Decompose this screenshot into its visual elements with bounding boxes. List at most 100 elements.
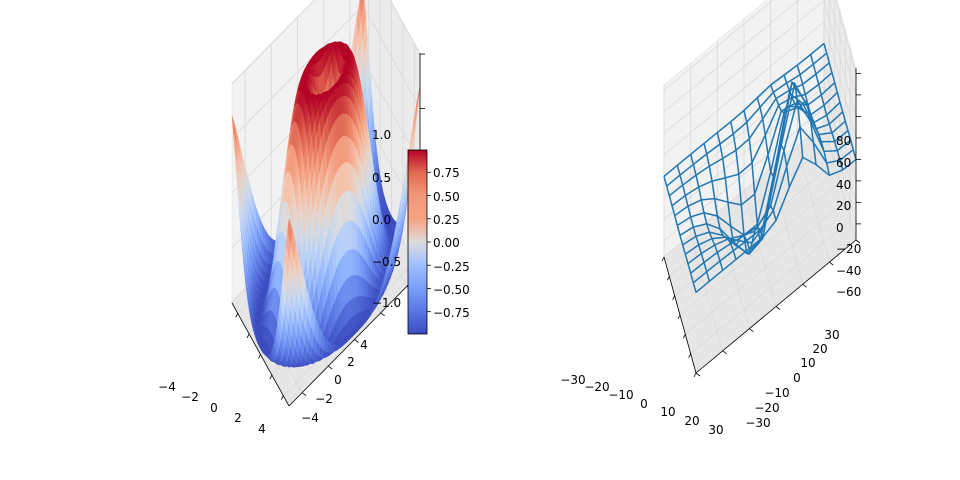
colorbar-tick-label: 0.25 bbox=[433, 213, 460, 227]
wireframe-z-grid bbox=[663, 0, 800, 113]
surface-y-tick-label: −2 bbox=[315, 392, 333, 406]
wireframe-plot: −30 −20 −10 0 10 20 30 −30 −20 −10 0 10 … bbox=[560, 0, 861, 437]
surface-x-tick-labels: −4 −2 0 2 4 bbox=[158, 380, 266, 436]
wireframe-z-grid bbox=[663, 0, 774, 91]
wireframe-line bbox=[690, 98, 852, 274]
wireframe-mesh bbox=[663, 42, 857, 293]
wireframe-axis-lines bbox=[661, 68, 861, 378]
wireframe-y-tick bbox=[695, 372, 701, 377]
wireframe-z-grid bbox=[663, 0, 825, 134]
colorbar: −0.75 −0.50 −0.25 0.00 0.25 0.50 0.75 bbox=[407, 149, 470, 335]
wireframe-line bbox=[692, 125, 854, 284]
wireframe-y-tick-labels: −30 −20 −10 0 10 20 30 bbox=[745, 328, 839, 430]
surface-x-tick-label: −4 bbox=[158, 380, 176, 394]
surface-x-tick bbox=[235, 313, 239, 318]
wireframe-y-tick bbox=[855, 239, 861, 244]
surface-x-tick-label: 0 bbox=[210, 401, 218, 415]
wireframe-x-tick-label: 0 bbox=[640, 397, 648, 411]
wireframe-z-grid bbox=[823, 86, 857, 203]
surface-mesh bbox=[231, 0, 421, 368]
wireframe-y-grid bbox=[770, 168, 804, 285]
surface-z-tick-label: 0.0 bbox=[372, 213, 391, 227]
wireframe-y-tick-label: 30 bbox=[824, 328, 839, 342]
surface-z-tick-label: −1.0 bbox=[372, 296, 401, 310]
wireframe-x-tick-labels: −30 −20 −10 0 10 20 30 bbox=[560, 373, 723, 437]
wireframe-z-grid bbox=[663, 86, 825, 220]
surface-y-tick bbox=[380, 312, 385, 317]
wireframe-x-tick bbox=[666, 276, 670, 281]
colorbar-gradient bbox=[407, 149, 428, 335]
surface-y-tick-label: 2 bbox=[347, 355, 355, 369]
wireframe-y-tick bbox=[722, 350, 727, 355]
surface-z-tick-label: 1.0 bbox=[372, 128, 391, 142]
wireframe-z-grid bbox=[823, 107, 857, 224]
wireframe-y-tick bbox=[829, 261, 834, 266]
wireframe-x-tick-label: −30 bbox=[560, 373, 585, 387]
wireframe-y-tick-label: −10 bbox=[764, 386, 789, 400]
wireframe-line bbox=[695, 156, 857, 293]
surface-z-grid bbox=[362, 5, 421, 109]
wireframe-z-tick-label: 60 bbox=[836, 156, 851, 170]
wireframe-z-tick-label: −20 bbox=[836, 242, 861, 256]
surface-y-tick-label: 0 bbox=[334, 373, 342, 387]
colorbar-tick-label: −0.75 bbox=[433, 306, 470, 320]
wireframe-x-tick bbox=[672, 295, 676, 300]
surface-y-tick bbox=[354, 339, 359, 343]
wireframe-line bbox=[668, 62, 830, 197]
wireframe-y-tick-label: 20 bbox=[812, 342, 827, 356]
wireframe-y-grid bbox=[796, 146, 830, 263]
wireframe-x-tick bbox=[661, 256, 665, 262]
surface-z-tick-label: −0.5 bbox=[372, 255, 401, 269]
wireframe-line bbox=[671, 72, 833, 207]
surface-x-tick-label: 4 bbox=[258, 422, 266, 436]
surface-x-tick bbox=[269, 374, 273, 380]
wireframe-x-tick-label: −10 bbox=[608, 388, 633, 402]
wireframe-z-grid bbox=[835, 0, 857, 74]
wireframe-y-grid bbox=[823, 123, 857, 241]
surface-facet bbox=[287, 218, 293, 245]
wireframe-z-tick-label: 0 bbox=[836, 221, 844, 235]
wireframe-z-tick-labels: −60 −40 −20 0 20 40 60 80 bbox=[836, 134, 861, 299]
wireframe-line bbox=[674, 82, 836, 217]
wireframe-line bbox=[666, 52, 828, 187]
surface-z-grid bbox=[231, 0, 316, 85]
wireframe-x-tick-label: 20 bbox=[684, 414, 699, 428]
surface-y-tick bbox=[301, 392, 307, 397]
wireframe-z-tick-label: 20 bbox=[836, 199, 851, 213]
surface-x-tick bbox=[258, 354, 261, 359]
wireframe-y-tick-label: −20 bbox=[754, 401, 779, 415]
wireframe-y-tick bbox=[802, 284, 807, 288]
colorbar-tick-label: −0.25 bbox=[433, 260, 470, 274]
wireframe-x-tick bbox=[693, 372, 697, 378]
surface-z-grid bbox=[389, 0, 421, 55]
wireframe-x-tick-label: 10 bbox=[660, 405, 675, 419]
wireframe-y-tick bbox=[775, 306, 781, 310]
wireframe-z-tick-label: −60 bbox=[836, 285, 861, 299]
colorbar-tick-label: 0.50 bbox=[433, 190, 460, 204]
surface-z-tick-label: 0.5 bbox=[372, 171, 391, 185]
wireframe-z-grid bbox=[823, 64, 857, 181]
surface-plot: −4 −2 0 2 4 −4 −2 0 2 4 −1.0 −0.5 0.0 0.… bbox=[158, 0, 425, 436]
surface-y-tick-labels: −4 −2 0 2 4 bbox=[301, 338, 368, 425]
surface-x-tick-label: 2 bbox=[234, 411, 242, 425]
surface-y-tick bbox=[328, 365, 333, 370]
surface-y-tick-label: −4 bbox=[301, 411, 319, 425]
surface-y-tick-label: 4 bbox=[360, 338, 368, 352]
wireframe-z-grid bbox=[823, 0, 857, 117]
wireframe-z-grid bbox=[663, 21, 825, 156]
colorbar-tick-label: 0.00 bbox=[433, 236, 460, 250]
wireframe-line bbox=[663, 42, 825, 177]
wireframe-y-grid bbox=[743, 190, 777, 307]
wireframe-y-tick bbox=[749, 328, 754, 332]
wireframe-z-grid bbox=[823, 21, 857, 138]
colorbar-tick-label: −0.50 bbox=[433, 283, 470, 297]
surface-x-tick-label: −2 bbox=[181, 390, 199, 404]
colorbar-ticks bbox=[427, 171, 431, 313]
wireframe-x-tick-label: −20 bbox=[584, 380, 609, 394]
wireframe-y-grid bbox=[690, 234, 724, 351]
wireframe-z-tick-label: −40 bbox=[836, 264, 861, 278]
wireframe-z-tick-label: 40 bbox=[836, 178, 851, 192]
wireframe-z-grid bbox=[829, 0, 857, 95]
surface-z-grid bbox=[231, 5, 364, 139]
